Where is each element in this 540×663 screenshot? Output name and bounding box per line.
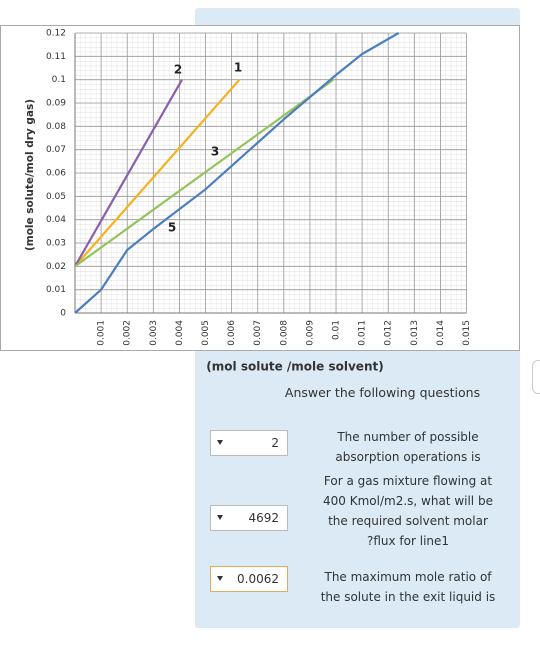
y-tick-label: 0.05 bbox=[46, 192, 66, 202]
x-tick-label: 0.012 bbox=[384, 320, 394, 346]
series-label: 2 bbox=[174, 63, 182, 77]
x-tick-label: 0.011 bbox=[358, 320, 368, 346]
question-text: For a gas mixture flowing at 400 Kmol/m2.… bbox=[298, 471, 518, 551]
series-line bbox=[74, 32, 400, 314]
y-axis-label: (mole solute/mol dry gas) bbox=[24, 99, 36, 251]
question-line: The number of possible bbox=[337, 430, 479, 444]
series-line bbox=[74, 78, 241, 268]
y-tick-label: 0.04 bbox=[46, 215, 66, 225]
x-tick-label: 0.014 bbox=[436, 320, 446, 346]
x-tick-label: 0.006 bbox=[227, 320, 237, 346]
x-tick-label: 0.004 bbox=[175, 320, 185, 346]
dropdown-arrow bbox=[217, 440, 223, 445]
x-tick-label: 0.007 bbox=[253, 320, 263, 346]
x-tick-label: 0.01 bbox=[332, 320, 342, 340]
scroll-handle bbox=[532, 360, 540, 394]
question-line: ?flux for line1 bbox=[366, 534, 450, 548]
answer-dropdown[interactable]: 2 bbox=[210, 430, 288, 456]
quiz-heading: Answer the following questions bbox=[284, 385, 481, 400]
x-tick-label: 0.001 bbox=[97, 320, 107, 346]
dropdown-arrow bbox=[217, 576, 223, 581]
question-line: the required solvent molar bbox=[328, 514, 488, 528]
question-line: The maximum mole ratio of bbox=[324, 570, 492, 584]
question-line: the solute in the exit liquid is bbox=[320, 590, 496, 604]
x-tick-label: 0.015 bbox=[462, 320, 472, 346]
x-tick-label: 0.009 bbox=[305, 320, 315, 346]
answer-value: 2 bbox=[271, 436, 279, 450]
question-line: For a gas mixture flowing at bbox=[323, 474, 493, 488]
question-line: 400 Kmol/m2.s, what will be bbox=[323, 494, 493, 508]
series-label: 3 bbox=[211, 145, 219, 159]
y-tick-label: 0.11 bbox=[46, 52, 66, 62]
x-tick-label: 0.002 bbox=[123, 320, 133, 346]
y-tick-label: 0.12 bbox=[46, 29, 66, 39]
y-tick-label: 0.09 bbox=[46, 99, 66, 109]
x-tick-label: 0.003 bbox=[149, 320, 159, 346]
series-label: 1 bbox=[234, 61, 242, 75]
answer-value: 4692 bbox=[248, 511, 279, 525]
question-line: absorption operations is bbox=[335, 450, 481, 464]
series-label: 5 bbox=[168, 221, 176, 235]
x-tick-label: 0.013 bbox=[410, 320, 420, 346]
answer-value: 0.0062 bbox=[237, 572, 279, 586]
y-tick-label: 0.02 bbox=[46, 262, 66, 272]
y-tick-label: 0.1 bbox=[52, 75, 66, 85]
series-line bbox=[74, 79, 183, 267]
y-tick-label: 0.08 bbox=[46, 122, 66, 132]
y-tick-label: 0.01 bbox=[46, 285, 66, 295]
dropdown-arrow bbox=[217, 515, 223, 520]
question-text: The number of possible absorption operati… bbox=[298, 427, 518, 467]
x-tick-label: 0.008 bbox=[279, 320, 289, 346]
y-tick-label: 0.07 bbox=[46, 145, 66, 155]
x-axis-label: (mol solute /mole solvent) bbox=[206, 360, 383, 374]
question-text: The maximum mole ratio of the solute in t… bbox=[298, 567, 518, 607]
y-tick-label: 0 bbox=[60, 309, 66, 319]
series-line bbox=[74, 78, 335, 268]
chart: (mole solute/mol dry gas) (mol solute /m… bbox=[0, 25, 520, 374]
answer-dropdown[interactable]: 0.0062 bbox=[210, 566, 288, 592]
x-tick-label: 0.005 bbox=[201, 320, 211, 346]
answer-dropdown[interactable]: 4692 bbox=[210, 505, 288, 531]
y-tick-label: 0.06 bbox=[46, 169, 66, 179]
y-tick-label: 0.03 bbox=[46, 239, 66, 249]
